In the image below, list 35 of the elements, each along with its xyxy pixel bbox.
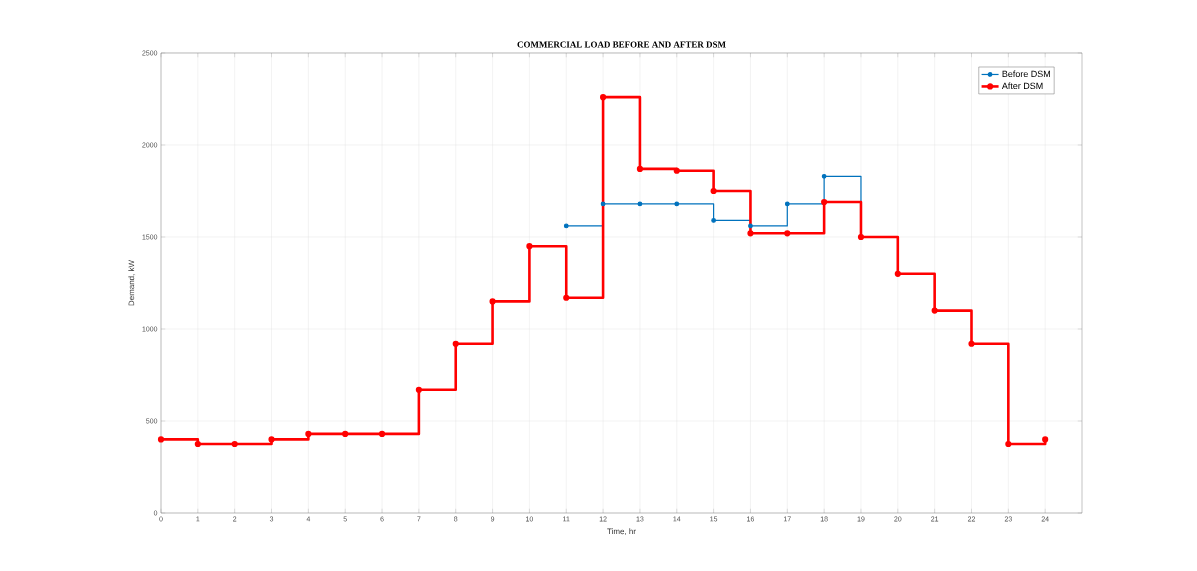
point <box>968 340 975 347</box>
point <box>563 223 569 229</box>
point <box>673 167 680 174</box>
point <box>931 307 938 314</box>
point <box>711 218 716 223</box>
legend-label: Before DSM <box>1002 70 1050 78</box>
point <box>784 201 790 207</box>
point <box>305 430 312 437</box>
point <box>784 230 791 237</box>
point <box>415 386 422 393</box>
point <box>894 270 901 277</box>
point <box>821 173 827 179</box>
point <box>342 430 349 437</box>
point <box>821 198 828 206</box>
point <box>194 440 201 448</box>
point <box>526 243 533 250</box>
legend-label: After DSM <box>1001 82 1043 90</box>
chart-title: COMMERCIAL LOAD BEFORE AND AFTER DSM <box>517 41 726 48</box>
point <box>452 340 459 347</box>
point <box>747 230 754 237</box>
point <box>674 201 680 207</box>
point <box>378 430 386 437</box>
point <box>637 201 643 207</box>
point <box>600 201 606 207</box>
point <box>489 298 496 305</box>
point <box>1005 440 1012 448</box>
point <box>710 187 717 195</box>
point <box>157 436 165 443</box>
point <box>599 94 607 101</box>
point <box>231 440 238 448</box>
point <box>1042 436 1049 443</box>
point <box>563 294 570 301</box>
point <box>268 436 275 443</box>
point <box>748 223 753 229</box>
point <box>636 165 644 173</box>
